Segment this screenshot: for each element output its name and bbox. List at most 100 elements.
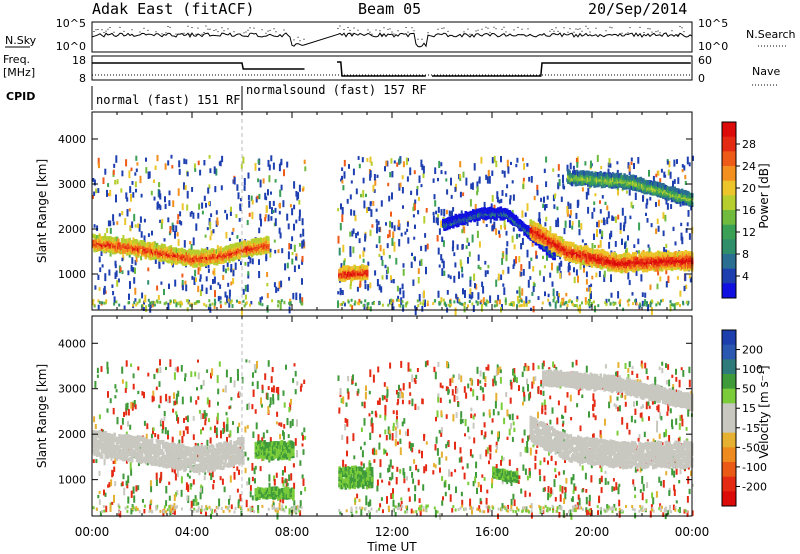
scatter-cell xyxy=(643,431,646,438)
scatter-cell xyxy=(442,260,445,269)
scatter-cell xyxy=(688,233,691,240)
scatter-cell xyxy=(154,257,157,264)
scatter-cell xyxy=(341,207,344,215)
scatter-cell xyxy=(451,210,453,217)
near-range-cell xyxy=(444,301,446,305)
scatter-cell xyxy=(284,263,287,271)
scatter-cell xyxy=(280,184,283,191)
near-range-cell xyxy=(669,300,672,304)
echo-cell xyxy=(350,266,354,271)
scatter-cell xyxy=(261,296,263,300)
scatter-cell xyxy=(527,279,530,288)
scatter-cell xyxy=(551,262,553,271)
scatter-cell xyxy=(451,389,454,396)
scatter-cell xyxy=(417,210,420,215)
scatter-cell xyxy=(393,225,396,232)
scatter-cell xyxy=(596,154,599,162)
near-range-cell xyxy=(101,301,104,305)
scatter-cell xyxy=(599,464,602,469)
scatter-cell xyxy=(609,163,612,168)
scatter-cell xyxy=(289,402,292,411)
scatter-cell xyxy=(511,180,514,184)
scatter-cell xyxy=(255,196,258,203)
near-range-cell xyxy=(466,304,469,308)
scatter-cell xyxy=(145,167,148,174)
scatter-cell xyxy=(617,362,620,368)
scatter-cell xyxy=(672,180,674,188)
scatter-cell xyxy=(565,292,568,297)
scatter-cell xyxy=(462,171,465,178)
scatter-cell xyxy=(528,176,531,182)
near-range-cell xyxy=(92,302,94,306)
scatter-cell xyxy=(207,268,210,273)
near-range-cell xyxy=(177,301,180,305)
scatter-cell xyxy=(516,295,519,302)
scatter-cell xyxy=(501,503,504,509)
scatter-cell xyxy=(341,179,344,184)
scatter-cell xyxy=(277,249,280,254)
scatter-cell xyxy=(571,221,574,226)
near-range-cell xyxy=(155,299,158,303)
scatter-cell xyxy=(506,184,509,189)
scatter-cell xyxy=(507,166,510,174)
scatter-cell xyxy=(339,287,342,296)
scatter-cell xyxy=(482,286,485,294)
near-range-cell xyxy=(449,300,452,304)
scatter-cell xyxy=(175,393,178,400)
scatter-cell xyxy=(195,277,197,282)
scatter-cell xyxy=(528,261,531,269)
scatter-cell xyxy=(628,165,631,172)
scatter-cell xyxy=(144,294,147,303)
scatter-cell xyxy=(355,188,358,195)
scatter-cell xyxy=(374,270,377,276)
scatter-cell xyxy=(248,477,251,485)
scatter-cell xyxy=(545,156,548,163)
near-range-cell xyxy=(660,299,663,303)
scatter-cell xyxy=(376,223,379,231)
scatter-cell xyxy=(101,264,104,268)
scatter-cell xyxy=(419,509,422,517)
scatter-cell xyxy=(600,219,603,223)
scatter-cell xyxy=(93,191,96,196)
scatter-cell xyxy=(555,219,558,228)
scatter-cell xyxy=(185,426,188,431)
scatter-cell xyxy=(252,372,254,378)
scatter-cell xyxy=(237,192,240,200)
echo-cell xyxy=(599,171,603,176)
scatter-cell xyxy=(242,156,245,164)
near-range-cell xyxy=(360,300,363,304)
scatter-cell xyxy=(362,258,365,263)
echo-cell xyxy=(684,264,688,269)
scatter-cell xyxy=(217,401,219,406)
near-range-cell xyxy=(662,298,664,302)
near-range-cell xyxy=(213,302,216,306)
scatter-cell xyxy=(97,157,100,166)
scatter-cell xyxy=(665,268,668,275)
scatter-cell xyxy=(593,207,596,212)
near-range-cell xyxy=(645,303,648,307)
scatter-cell xyxy=(273,239,276,243)
scatter-cell xyxy=(402,305,405,312)
scatter-cell xyxy=(338,247,341,256)
scatter-cell xyxy=(452,207,455,212)
scatter-cell xyxy=(640,406,643,410)
near-range-cell xyxy=(396,298,399,302)
scatter-cell xyxy=(279,232,282,239)
nsky-line xyxy=(91,32,693,48)
scatter-cell xyxy=(235,214,238,218)
near-range-cell xyxy=(447,303,450,307)
scatter-cell xyxy=(523,300,526,307)
near-range-cell xyxy=(230,299,233,303)
scatter-cell xyxy=(530,307,532,311)
scatter-cell xyxy=(369,156,372,164)
scatter-cell xyxy=(596,221,599,228)
scatter-cell xyxy=(597,244,600,249)
near-range-cell xyxy=(686,302,689,306)
scatter-cell xyxy=(567,262,570,268)
scatter-cell xyxy=(631,292,634,296)
scatter-cell xyxy=(283,169,285,177)
scatter-cell xyxy=(413,236,416,240)
echo-cell xyxy=(607,252,610,257)
scatter-cell xyxy=(411,471,414,478)
